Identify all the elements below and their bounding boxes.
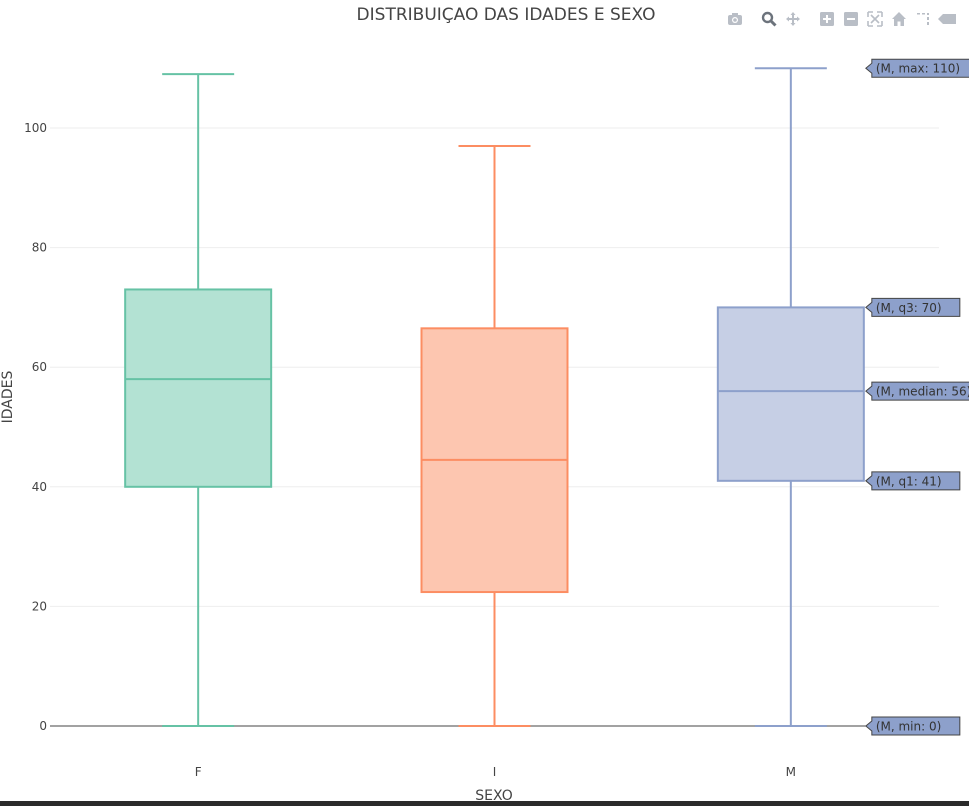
hover-label-2: (M, median: 56): [865, 381, 969, 401]
hover-label-box: [865, 58, 969, 78]
hover-label-box: [865, 297, 961, 317]
hover-label-text: (M, q3: 70): [876, 301, 942, 315]
autoscale-icon[interactable]: [864, 8, 886, 30]
box-M[interactable]: [716, 67, 865, 727]
y-tick-100: 100: [24, 121, 47, 135]
hover-label-3: (M, q1: 41): [865, 471, 961, 491]
spike-lines-icon[interactable]: [912, 8, 934, 30]
x-tick-F: F: [195, 765, 202, 779]
y-axis-title: IDADES: [0, 371, 16, 424]
zoom-out-icon[interactable]: [840, 8, 862, 30]
compare-hover-icon[interactable]: [936, 8, 958, 30]
y-tick-0: 0: [39, 719, 47, 733]
hover-labels: (M, max: 110) (M, q3: 70) (M, median: 56) (…: [865, 58, 969, 736]
iqr-box-F: [124, 288, 273, 488]
iqr-box-M: [716, 306, 865, 482]
zoom-icon[interactable]: [758, 8, 780, 30]
hover-label-box: [865, 471, 961, 491]
box-F[interactable]: [124, 73, 273, 727]
y-tick-20: 20: [32, 599, 47, 613]
hover-label-1: (M, q3: 70): [865, 297, 961, 317]
x-axis-title: SEXO: [475, 788, 512, 804]
hover-label-text: (M, max: 110): [876, 62, 960, 76]
y-tick-60: 60: [32, 360, 47, 374]
modebar: [724, 8, 960, 30]
hover-label-text: (M, q1: 41): [876, 474, 942, 488]
hover-label-box: [865, 381, 969, 401]
hover-label-text: (M, min: 0): [876, 720, 941, 734]
reset-axes-icon[interactable]: [888, 8, 910, 30]
y-tick-80: 80: [32, 241, 47, 255]
hover-label-box: [865, 716, 961, 736]
page-bottom-edge: [0, 801, 969, 806]
y-tick-labels: 0 20 40 60 80 100: [24, 121, 47, 733]
zoom-in-icon[interactable]: [816, 8, 838, 30]
box-I[interactable]: [420, 144, 569, 727]
chart-title: DISTRIBUIÇAO DAS IDADES E SEXO: [357, 5, 656, 25]
x-tick-I: I: [493, 765, 497, 779]
camera-icon[interactable]: [724, 8, 746, 30]
x-tick-M: M: [786, 765, 796, 779]
y-tick-40: 40: [32, 480, 47, 494]
hover-label-4: (M, min: 0): [865, 716, 961, 736]
pan-icon[interactable]: [782, 8, 804, 30]
hover-label-text: (M, median: 56): [876, 385, 969, 399]
hover-label-0: (M, max: 110): [865, 58, 969, 78]
boxes[interactable]: [124, 67, 865, 727]
